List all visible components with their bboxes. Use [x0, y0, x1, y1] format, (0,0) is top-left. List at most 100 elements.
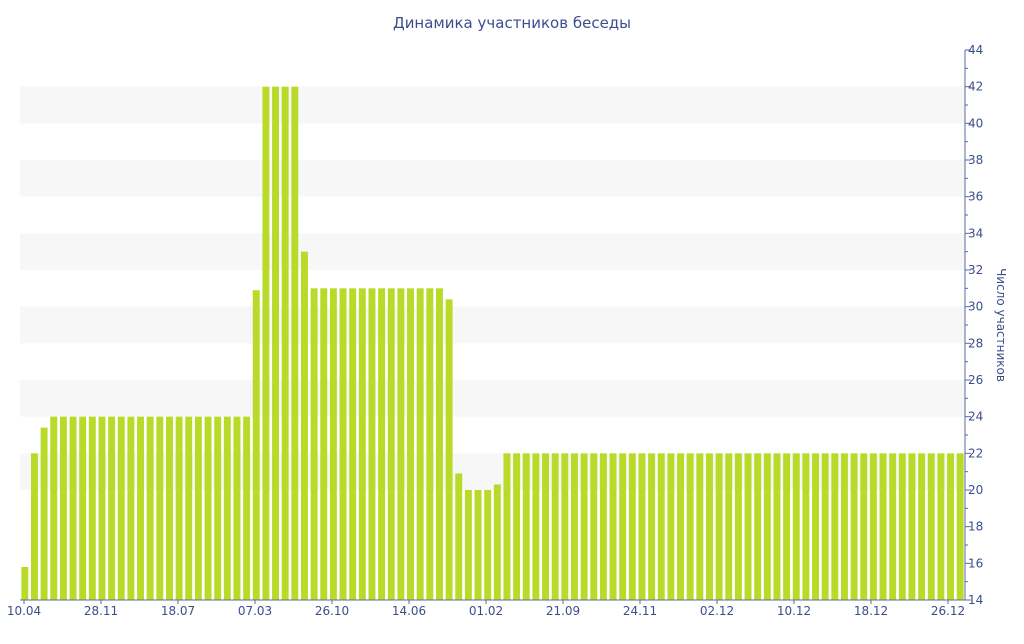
bar — [223, 416, 231, 600]
bar — [503, 453, 511, 600]
bar — [580, 453, 588, 600]
grid-band — [20, 160, 965, 197]
bar — [40, 427, 48, 600]
bar — [50, 416, 58, 600]
bar — [339, 288, 347, 600]
bar — [850, 453, 858, 600]
grid-band — [20, 380, 965, 417]
y-tick-label: 26 — [968, 373, 983, 387]
bar — [860, 453, 868, 600]
bar — [812, 453, 819, 600]
bar — [918, 453, 926, 600]
bar — [725, 453, 733, 600]
y-tick-label: 24 — [968, 410, 983, 424]
bar — [117, 416, 125, 600]
bar — [397, 288, 405, 600]
y-tick-label: 18 — [968, 520, 983, 534]
bar — [513, 453, 521, 600]
bar — [879, 453, 887, 600]
bar — [416, 288, 424, 600]
bar — [310, 288, 318, 600]
bar — [204, 416, 212, 600]
x-tick-label: 24.11 — [623, 604, 657, 618]
y-tick-label: 38 — [968, 153, 983, 167]
bar — [677, 453, 684, 600]
grid-band — [20, 233, 965, 270]
bar — [696, 453, 704, 600]
y-tick-label: 44 — [968, 43, 983, 57]
bar — [79, 416, 87, 600]
y-tick-label: 16 — [968, 556, 983, 570]
y-tick-label: 42 — [968, 80, 983, 94]
bar — [956, 453, 964, 600]
bar — [175, 416, 183, 600]
bar — [368, 288, 376, 600]
bar — [358, 288, 366, 600]
y-tick-label: 32 — [968, 263, 983, 277]
bar — [69, 416, 77, 600]
bar — [889, 453, 897, 600]
bar — [484, 490, 492, 600]
x-tick-label: 18.07 — [161, 604, 195, 618]
x-tick-label: 21.09 — [546, 604, 580, 618]
bar — [281, 86, 289, 601]
bar — [561, 453, 569, 600]
bar — [657, 453, 665, 600]
bar — [291, 86, 299, 601]
bar — [754, 453, 762, 600]
bar — [599, 453, 607, 600]
bar — [300, 251, 308, 601]
bar — [146, 416, 154, 600]
bar — [715, 453, 723, 600]
bar — [185, 416, 193, 600]
bar — [570, 453, 578, 600]
bar — [947, 453, 954, 600]
grid-band — [20, 86, 965, 124]
bar — [590, 453, 598, 600]
bar — [763, 453, 771, 600]
y-tick-label: 36 — [968, 190, 983, 204]
bar — [30, 453, 38, 600]
bar — [252, 290, 260, 600]
x-tick-label: 02.12 — [700, 604, 734, 618]
bar — [821, 453, 829, 600]
bar — [927, 453, 935, 600]
bar — [59, 416, 67, 600]
bar — [108, 416, 116, 600]
y-tick-label: 22 — [968, 446, 983, 460]
bar — [792, 453, 800, 600]
bar — [320, 288, 328, 600]
x-tick-label: 10.12 — [777, 604, 811, 618]
x-tick-label: 18.12 — [854, 604, 888, 618]
x-tick-label: 26.12 — [931, 604, 965, 618]
bar — [137, 416, 144, 600]
y-tick-label: 14 — [968, 593, 983, 607]
bar — [214, 416, 222, 600]
x-tick-label: 28.11 — [84, 604, 118, 618]
bar — [21, 567, 29, 600]
y-axis-label: Число участников — [994, 268, 1008, 382]
bar — [435, 288, 443, 600]
bar — [493, 484, 501, 600]
bar — [407, 288, 414, 600]
y-tick-label: 30 — [968, 300, 983, 314]
bar — [445, 299, 453, 600]
chart-title: Динамика участников беседы — [393, 14, 631, 32]
bar — [272, 86, 279, 601]
y-tick-label: 40 — [968, 116, 983, 130]
bar — [628, 453, 636, 600]
x-tick-label: 07.03 — [238, 604, 272, 618]
bar — [464, 490, 472, 600]
bar — [551, 453, 559, 600]
grid-bands — [20, 86, 965, 490]
bar — [194, 416, 202, 600]
bar — [387, 288, 395, 600]
y-axis: 14 16 18 20 22 24 26 28 30 32 34 36 38 40 42 44 — [964, 43, 983, 607]
bar — [88, 416, 96, 600]
bar — [455, 473, 463, 600]
bar — [542, 453, 549, 600]
bar — [233, 416, 241, 600]
bar — [773, 453, 781, 600]
bar — [831, 453, 839, 600]
